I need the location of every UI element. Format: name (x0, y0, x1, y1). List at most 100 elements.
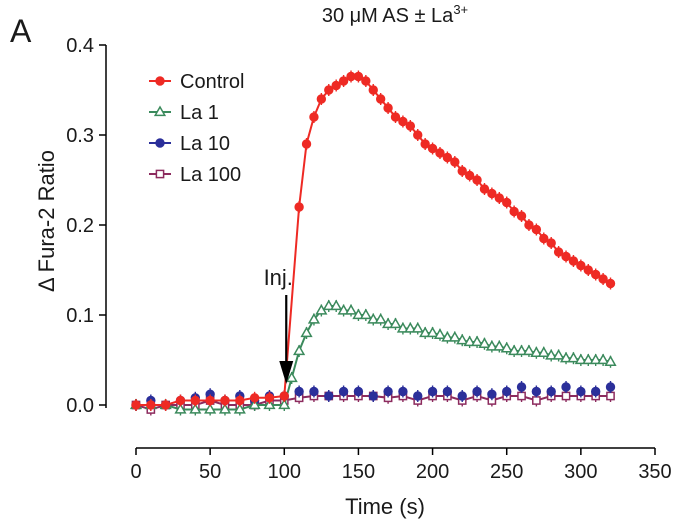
data-point (464, 170, 475, 181)
legend: Control La 1 La 10 La 100 (149, 71, 244, 186)
chart-title: 30 μM AS ± La3+ (322, 2, 468, 27)
data-point (478, 337, 491, 348)
data-point (205, 395, 215, 406)
data-point (413, 130, 423, 140)
legend-label: La 10 (180, 133, 230, 155)
data-point (316, 94, 327, 104)
chart-title-main: 30 μM AS ± La (322, 5, 454, 27)
data-point (427, 143, 438, 154)
data-point (583, 265, 593, 275)
data-point (190, 395, 201, 406)
data-point (153, 105, 167, 117)
injection-annotation: Inj. (264, 265, 294, 384)
legend-item-la-10: La 10 (149, 133, 230, 155)
data-point (546, 386, 556, 397)
data-point (235, 395, 245, 406)
injection-label: Inj. (264, 265, 293, 290)
data-point (457, 391, 467, 401)
legend-label: La 1 (180, 102, 219, 124)
data-point (338, 76, 349, 86)
data-point (516, 382, 527, 392)
data-point (545, 348, 558, 360)
data-point (568, 256, 579, 266)
data-point (420, 139, 430, 149)
data-point (561, 391, 571, 401)
data-point (389, 317, 402, 329)
data-point (322, 299, 335, 311)
data-point (218, 402, 232, 414)
data-point (530, 346, 543, 357)
data-point (390, 112, 401, 122)
data-point (574, 353, 587, 365)
data-point (552, 348, 565, 360)
data-point (146, 400, 156, 410)
data-point (220, 395, 230, 406)
data-point (487, 389, 497, 399)
chart-title-superscript: 3+ (453, 2, 468, 17)
x-tick-label: 100 (268, 461, 301, 483)
data-point (353, 386, 364, 397)
data-point (293, 344, 306, 356)
x-tick-label: 50 (199, 461, 221, 483)
data-point (324, 85, 334, 95)
data-point (396, 321, 410, 333)
data-point (500, 341, 513, 353)
x-tick-label: 150 (342, 461, 375, 483)
panel-label: A (10, 13, 32, 49)
x-tick-label: 300 (564, 461, 597, 483)
y-tick-label: 0.2 (66, 215, 94, 237)
data-point (419, 326, 432, 338)
data-point (441, 330, 454, 342)
data-point (605, 278, 616, 289)
data-point (248, 398, 261, 410)
data-point (301, 139, 312, 149)
data-point (485, 339, 498, 351)
data-point (131, 400, 141, 410)
data-point (546, 238, 556, 248)
data-point (509, 206, 519, 217)
data-point (442, 152, 453, 163)
data-point (524, 220, 534, 230)
data-point (522, 344, 536, 356)
data-point (598, 274, 608, 284)
data-point (324, 391, 334, 401)
data-point (189, 402, 202, 414)
data-point (567, 351, 580, 363)
data-point (359, 308, 372, 320)
x-tick-label: 350 (638, 461, 671, 483)
data-point (344, 303, 358, 315)
data-point (448, 330, 461, 342)
data-point (516, 211, 527, 221)
data-point (375, 94, 386, 104)
data-point (494, 193, 504, 203)
data-point (294, 386, 304, 397)
data-point (576, 386, 586, 397)
data-point (353, 71, 364, 82)
plot-area (129, 70, 617, 416)
data-point (381, 317, 395, 329)
data-point (204, 402, 217, 414)
data-point (606, 391, 615, 401)
data-point (398, 116, 408, 127)
data-point (413, 391, 423, 401)
data-point (502, 197, 512, 208)
data-point (300, 326, 313, 338)
injection-arrowhead (279, 361, 294, 384)
series-control (131, 70, 616, 411)
x-axis-label: Time (s) (345, 494, 425, 519)
data-point (398, 386, 408, 397)
data-point (589, 353, 602, 365)
data-point (435, 148, 445, 158)
x-axis: 0 50 100 150 200 250 300 350 (130, 447, 672, 483)
data-point (427, 386, 438, 397)
data-point (456, 333, 469, 345)
data-point (264, 393, 275, 403)
data-point (539, 233, 549, 244)
data-point (472, 386, 482, 397)
legend-item-la-100: La 100 (149, 164, 241, 186)
data-point (309, 386, 319, 397)
legend-label: La 100 (180, 164, 241, 186)
x-tick-label: 250 (490, 461, 523, 483)
data-point (331, 80, 341, 91)
